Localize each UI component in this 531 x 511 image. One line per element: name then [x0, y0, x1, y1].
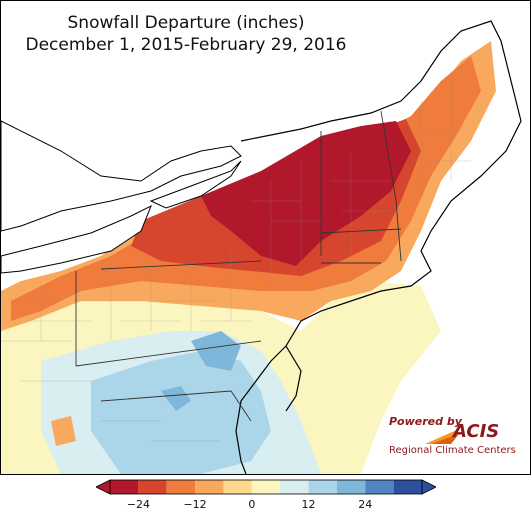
- legend-swatch: [251, 480, 281, 494]
- acis-subtitle: Regional Climate Centers: [389, 445, 516, 456]
- legend-swatch: [138, 480, 167, 494]
- legend-arrow-high: [421, 479, 436, 495]
- state-borders: [75, 110, 402, 422]
- legend-swatch: [223, 480, 252, 494]
- legend-swatch: [365, 480, 394, 494]
- acis-powered-by: Powered by: [389, 415, 462, 428]
- legend-tick-label: 12: [301, 498, 316, 511]
- acis-name: ACIS: [453, 421, 500, 442]
- map-title: Snowfall Departure (inches): [67, 13, 305, 33]
- legend-tick-label: 24: [358, 498, 373, 511]
- legend-tick-label: −24: [126, 498, 150, 511]
- legend-swatch: [195, 480, 224, 494]
- legend-swatch: [166, 480, 196, 494]
- acis-swoosh-icon: [425, 429, 459, 444]
- legend-tick-label: −12: [183, 498, 207, 511]
- legend-swatch: [393, 480, 422, 494]
- color-legend: [96, 479, 436, 495]
- legend-swatch: [280, 480, 309, 494]
- legend-tick-label: 0: [248, 498, 256, 511]
- county-lines: [1, 71, 471, 442]
- legend-swatch: [110, 480, 139, 494]
- map-panel: Snowfall Departure (inches) December 1, …: [0, 0, 531, 475]
- snowfall-departure-map: [1, 20, 522, 474]
- map-date-range: December 1, 2015-February 29, 2016: [25, 35, 347, 55]
- legend-swatch: [336, 480, 366, 494]
- coastline: [235, 20, 522, 474]
- legend-swatch: [308, 480, 337, 494]
- legend-arrow-low: [96, 479, 111, 495]
- below-normal-areas: [1, 41, 496, 331]
- above-normal-areas: [41, 331, 321, 474]
- acis-logo: Powered by ACIS Regional Climate Centers: [385, 415, 517, 459]
- great-lakes: [1, 120, 242, 274]
